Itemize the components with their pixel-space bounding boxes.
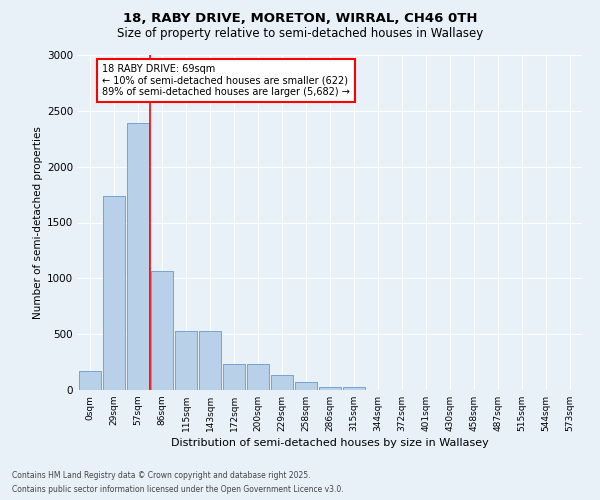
Bar (343, 386, 365, 390)
Bar (175, 331, 197, 390)
Text: Contains HM Land Registry data © Crown copyright and database right 2025.: Contains HM Land Registry data © Crown c… (12, 470, 311, 480)
Bar (127, 123, 149, 390)
Bar (247, 364, 269, 390)
Bar (103, 196, 125, 390)
X-axis label: Distribution of semi-detached houses by size in Wallasey: Distribution of semi-detached houses by … (171, 438, 489, 448)
Bar (295, 382, 317, 390)
Text: Contains public sector information licensed under the Open Government Licence v3: Contains public sector information licen… (12, 486, 344, 494)
Text: Size of property relative to semi-detached houses in Wallasey: Size of property relative to semi-detach… (117, 28, 483, 40)
Text: 18 RABY DRIVE: 69sqm
← 10% of semi-detached houses are smaller (622)
89% of semi: 18 RABY DRIVE: 69sqm ← 10% of semi-detac… (102, 64, 350, 97)
Bar (223, 364, 245, 390)
Bar (319, 386, 341, 390)
Bar (199, 331, 221, 390)
Bar (151, 270, 173, 390)
Bar (79, 371, 101, 390)
Bar (271, 376, 293, 390)
Text: 18, RABY DRIVE, MORETON, WIRRAL, CH46 0TH: 18, RABY DRIVE, MORETON, WIRRAL, CH46 0T… (123, 12, 477, 26)
Y-axis label: Number of semi-detached properties: Number of semi-detached properties (33, 126, 43, 319)
